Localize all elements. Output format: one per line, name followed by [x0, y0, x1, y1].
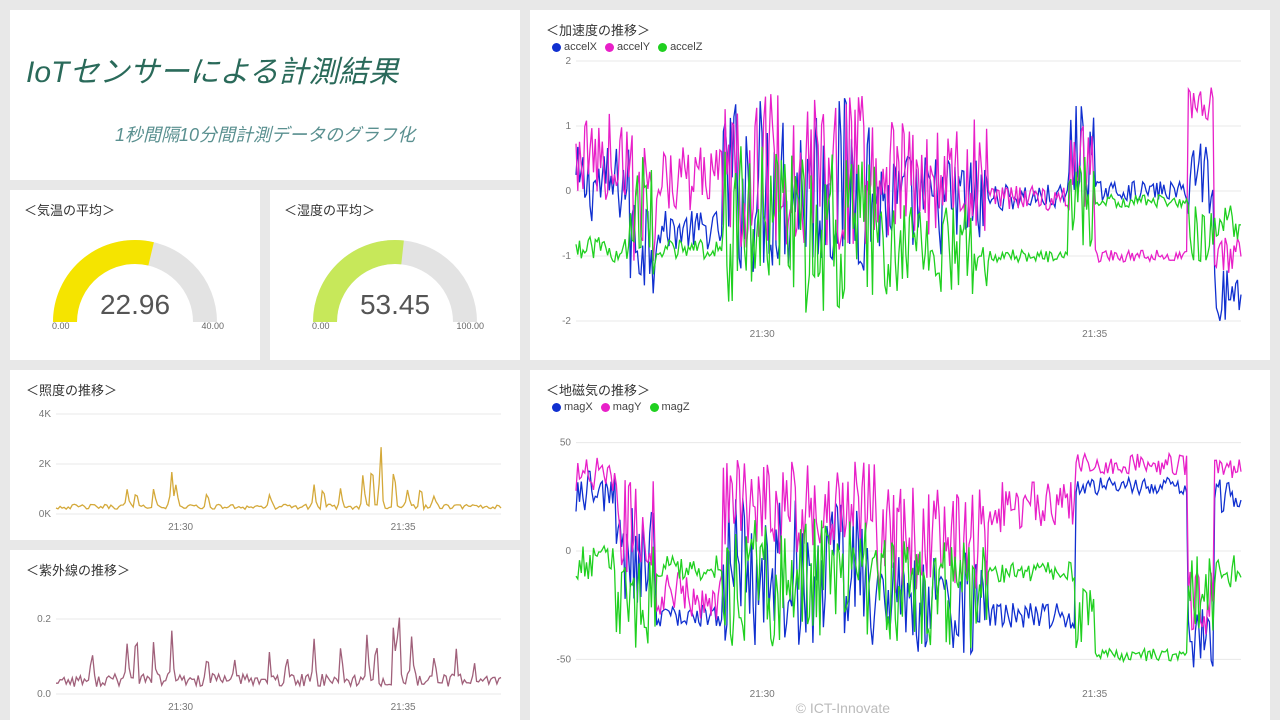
gauge-temp-panel: ＜気温の平均＞ 22.96 0.00 40.00 — [10, 190, 260, 360]
svg-text:0.0: 0.0 — [37, 689, 51, 700]
page-subtitle: 1秒間隔10分間計測データのグラフ化 — [26, 121, 504, 147]
mag-chart: -50 0 50 21:30 21:35 — [546, 413, 1246, 703]
svg-text:0.2: 0.2 — [37, 614, 51, 625]
legend-dot-icon — [552, 43, 561, 52]
gauge-humidity-value: 53.45 — [360, 289, 430, 321]
gauges-row: ＜気温の平均＞ 22.96 0.00 40.00 ＜湿度の平均＞ 53.45 0… — [10, 190, 520, 360]
legend-dot-icon — [601, 403, 610, 412]
accel-label: ＜加速度の推移＞ — [546, 20, 1254, 39]
svg-text:-2: -2 — [562, 316, 571, 327]
legend-item: accelX — [552, 41, 597, 53]
svg-text:50: 50 — [560, 438, 572, 449]
watermark: © ICT-Innovate — [796, 700, 890, 716]
legend-dot-icon — [605, 43, 614, 52]
legend-dot-icon — [650, 403, 659, 412]
lux-panel: ＜照度の推移＞ 0K 2K 4K 21:30 21:35 — [10, 370, 520, 540]
gauge-temp-label: ＜気温の平均＞ — [24, 200, 246, 219]
svg-text:21:35: 21:35 — [1082, 329, 1107, 340]
header-panel: IoTセンサーによる計測結果 1秒間隔10分間計測データのグラフ化 — [10, 10, 520, 180]
svg-text:21:35: 21:35 — [391, 702, 416, 713]
svg-text:21:30: 21:30 — [168, 702, 193, 713]
accel-legend: accelX accelY accelZ — [552, 41, 1254, 53]
legend-dot-icon — [552, 403, 561, 412]
svg-text:1: 1 — [565, 121, 571, 132]
legend-item: magZ — [650, 401, 690, 413]
legend-label: magY — [613, 401, 642, 413]
legend-label: accelZ — [670, 41, 702, 53]
uv-chart: 0.0 0.2 21:30 21:35 — [26, 581, 506, 716]
mag-label: ＜地磁気の推移＞ — [546, 380, 1254, 399]
legend-label: accelY — [617, 41, 650, 53]
svg-text:21:30: 21:30 — [750, 329, 775, 340]
svg-text:0: 0 — [565, 546, 571, 557]
uv-panel: ＜紫外線の推移＞ 0.0 0.2 21:30 21:35 — [10, 550, 520, 720]
gauge-humidity-panel: ＜湿度の平均＞ 53.45 0.00 100.00 — [270, 190, 520, 360]
svg-text:21:35: 21:35 — [391, 522, 416, 533]
legend-item: magY — [601, 401, 642, 413]
gauge-humidity-max: 100.00 — [456, 321, 484, 331]
legend-item: magX — [552, 401, 593, 413]
legend-item: accelZ — [658, 41, 702, 53]
legend-label: magZ — [662, 401, 690, 413]
page-title: IoTセンサーによる計測結果 — [26, 47, 504, 91]
svg-text:0: 0 — [565, 186, 571, 197]
svg-text:2K: 2K — [39, 459, 52, 470]
svg-text:21:30: 21:30 — [750, 689, 775, 700]
lux-chart: 0K 2K 4K 21:30 21:35 — [26, 401, 506, 536]
mag-legend: magX magY magZ — [552, 401, 1254, 413]
svg-text:21:30: 21:30 — [168, 522, 193, 533]
accel-panel: ＜加速度の推移＞ accelX accelY accelZ -2 -1 0 1 2 21:30… — [530, 10, 1270, 360]
svg-text:-1: -1 — [562, 251, 571, 262]
gauge-humidity-min: 0.00 — [312, 321, 330, 331]
svg-text:0K: 0K — [39, 509, 52, 520]
legend-label: magX — [564, 401, 593, 413]
gauge-humidity-label: ＜湿度の平均＞ — [284, 200, 506, 219]
svg-text:2: 2 — [565, 56, 571, 67]
mag-panel: ＜地磁気の推移＞ magX magY magZ -50 0 50 21:30 21:35 — [530, 370, 1270, 720]
svg-text:-50: -50 — [557, 654, 572, 665]
legend-label: accelX — [564, 41, 597, 53]
gauge-temp-value: 22.96 — [100, 289, 170, 321]
legend-dot-icon — [658, 43, 667, 52]
gauge-temp-min: 0.00 — [52, 321, 70, 331]
legend-item: accelY — [605, 41, 650, 53]
svg-text:4K: 4K — [39, 409, 52, 420]
uv-label: ＜紫外線の推移＞ — [26, 560, 504, 579]
gauge-temp-max: 40.00 — [201, 321, 224, 331]
accel-chart: -2 -1 0 1 2 21:30 21:35 — [546, 53, 1246, 343]
svg-text:21:35: 21:35 — [1082, 689, 1107, 700]
lux-label: ＜照度の推移＞ — [26, 380, 504, 399]
